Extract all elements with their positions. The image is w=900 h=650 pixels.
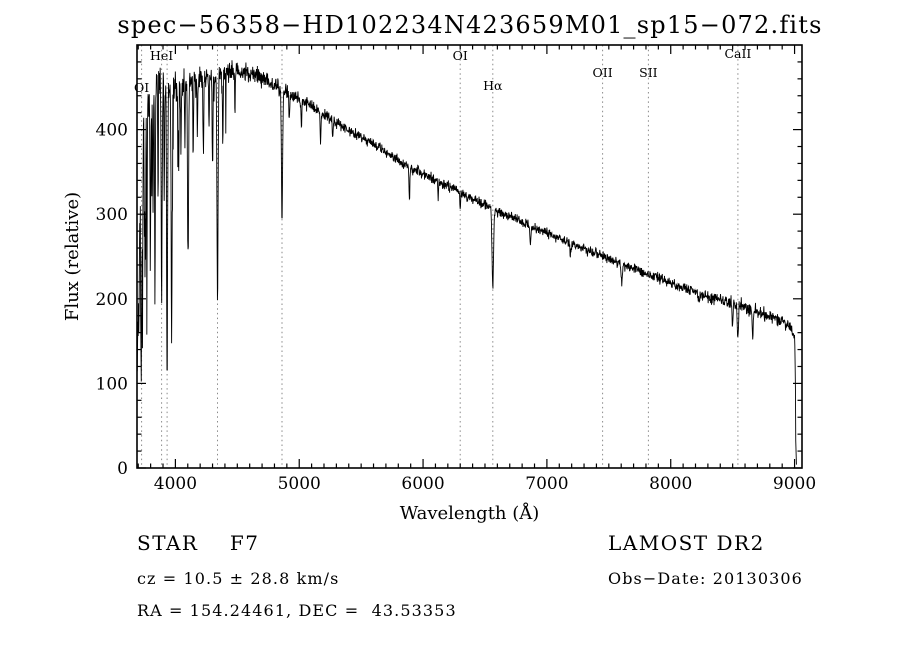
axis-ticks [137,45,802,469]
reference-lines [141,45,739,468]
tick-labels: 4000 5000 6000 7000 8000 9000 0 100 200 300 400 [96,121,817,494]
svg-text:0: 0 [117,459,128,479]
plot-title: spec−56358−HD102234N423659M01_sp15−072.f… [117,11,823,39]
svg-text:400: 400 [96,121,128,141]
svg-text:9000: 9000 [773,474,816,494]
svg-text:CaII: CaII [724,46,751,61]
radial-velocity-text: cz = 10.5 ± 28.8 km/s [137,569,340,588]
svg-text:200: 200 [96,290,128,310]
svg-text:OI: OI [453,48,468,63]
svg-text:Hα: Hα [483,78,503,93]
plot-frame [136,44,803,469]
svg-text:SII: SII [639,65,658,80]
svg-text:7000: 7000 [525,474,568,494]
svg-text:HeI: HeI [150,48,173,63]
svg-text:100: 100 [96,374,128,394]
svg-text:5000: 5000 [278,474,321,494]
svg-text:4000: 4000 [154,474,197,494]
svg-text:OI: OI [134,80,149,95]
svg-text:OII: OII [593,65,613,80]
y-axis-label: Flux (relative) [62,192,83,321]
object-classification: STAR F7 [137,531,260,555]
x-axis-label: Wavelength (Å) [400,502,540,524]
svg-text:300: 300 [96,205,128,225]
line-annotations: OI HeI OI Hα OII SII CaII [134,46,751,95]
spectrum-line [136,60,797,465]
svg-text:8000: 8000 [649,474,692,494]
svg-text:6000: 6000 [401,474,444,494]
survey-release: LAMOST DR2 [608,531,765,555]
obs-date-text: Obs−Date: 20130306 [608,569,803,588]
coordinates-text: RA = 154.24461, DEC = 43.53353 [137,601,457,620]
